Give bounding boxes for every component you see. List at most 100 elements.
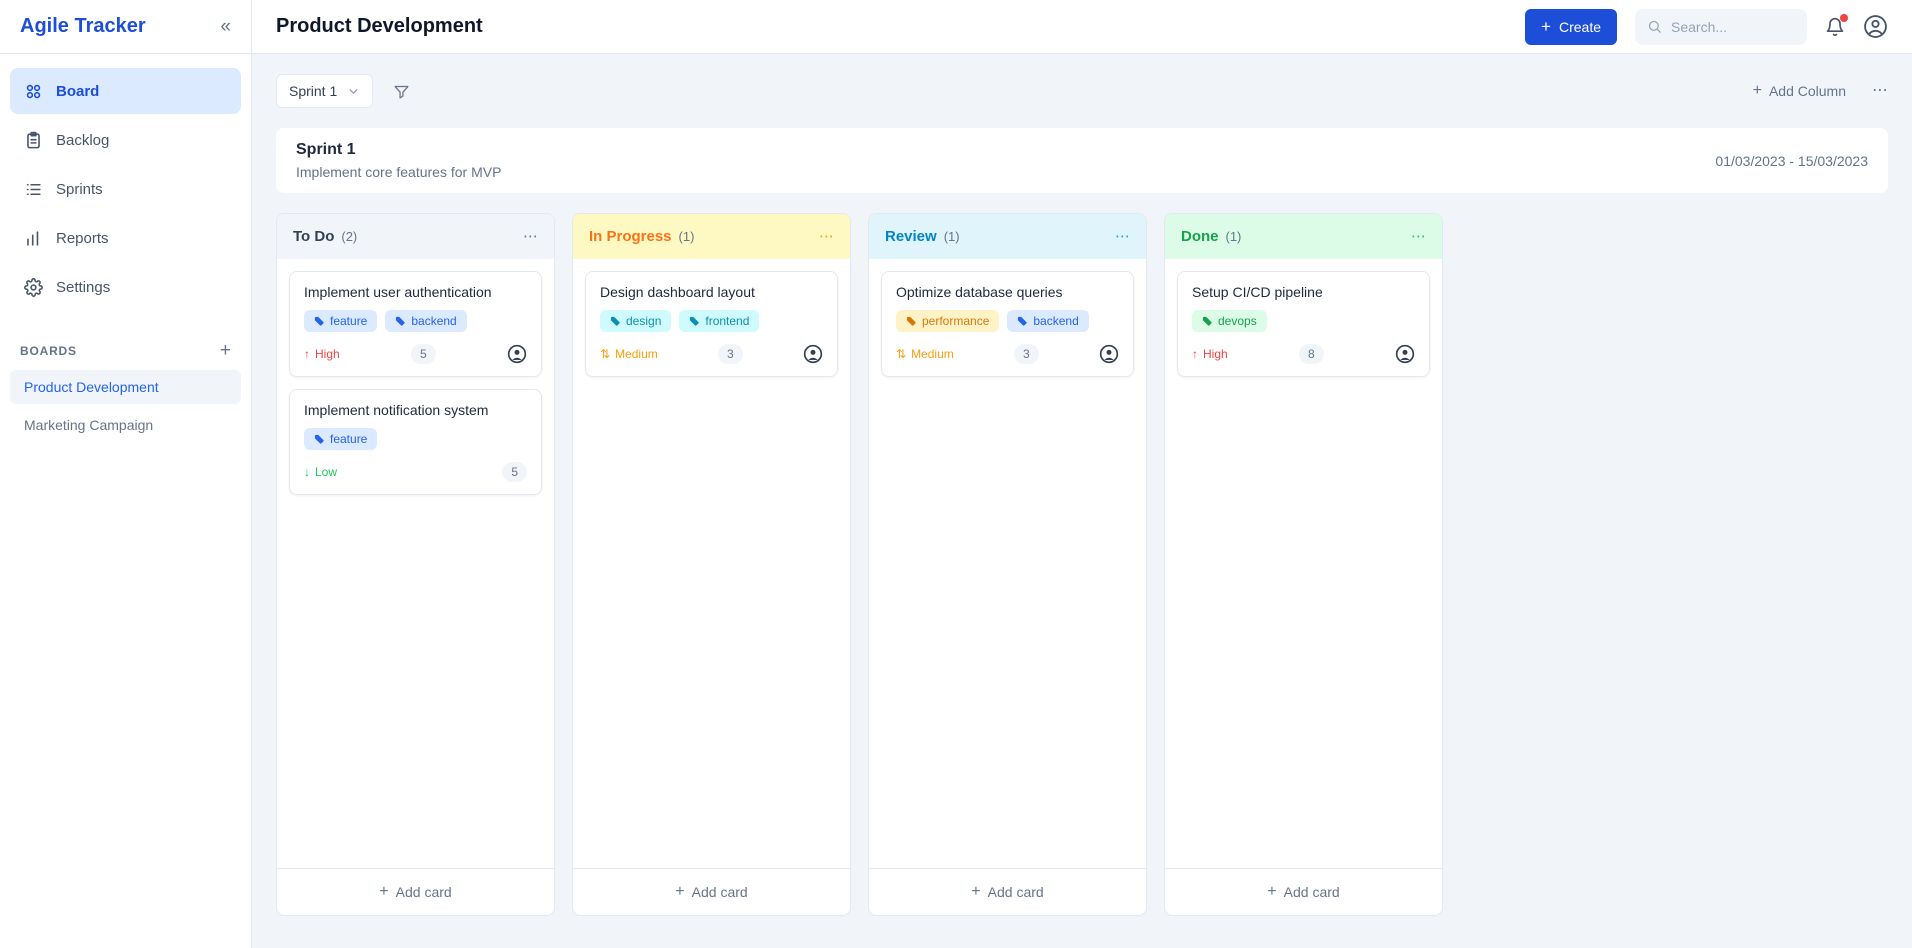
card-setup-cicd-pipeline[interactable]: Setup CI/CD pipeline devops ↑ High	[1177, 271, 1430, 377]
column-menu-icon[interactable]: ⋯	[1411, 228, 1426, 245]
sidebar-item-settings[interactable]: Settings	[10, 264, 241, 310]
sprint-banner: Sprint 1 Implement core features for MVP…	[276, 128, 1888, 193]
column-review: Review (1) ⋯ Optimize database queries p…	[868, 213, 1147, 916]
board-list-item-marketing-campaign[interactable]: Marketing Campaign	[24, 417, 154, 433]
assignee-avatar	[507, 344, 527, 364]
sidebar-item-label: Sprints	[56, 180, 103, 198]
board-grid-icon	[26, 84, 41, 98]
add-card-label: Add card	[1283, 884, 1340, 900]
search-input[interactable]	[1671, 18, 1795, 35]
card-implement-user-authentication[interactable]: Implement user authentication feature ba…	[289, 271, 542, 377]
add-card-button[interactable]: + Add card	[1165, 868, 1442, 915]
sprint-banner-info: Sprint 1 Implement core features for MVP	[296, 141, 501, 180]
tag-devops: devops	[1192, 310, 1267, 332]
tag-label: feature	[330, 314, 368, 328]
board-more-icon[interactable]: ⋯	[1872, 82, 1888, 99]
sidebar-item-backlog[interactable]: Backlog	[10, 117, 241, 163]
priority-label: High	[1203, 347, 1228, 361]
tag-backend: backend	[1007, 310, 1089, 332]
tag-label: devops	[1218, 314, 1257, 328]
column-done: Done (1) ⋯ Setup CI/CD pipeline devops	[1164, 213, 1443, 916]
tag-performance: performance	[896, 310, 1000, 332]
notifications-button[interactable]	[1825, 13, 1848, 37]
tag-icon	[1018, 316, 1028, 326]
bell-icon	[1826, 17, 1844, 36]
sprint-banner-title: Sprint 1	[296, 141, 356, 158]
card-implement-notification-system[interactable]: Implement notification system feature ↓ …	[289, 389, 542, 495]
card-design-dashboard-layout[interactable]: Design dashboard layout design frontend	[585, 271, 838, 377]
plus-icon: +	[1752, 82, 1762, 99]
tag-icon	[314, 434, 324, 444]
sidebar-item-reports[interactable]: Reports	[10, 215, 241, 261]
plus-icon: +	[1267, 883, 1277, 900]
board-toolbar-left: Sprint 1	[276, 74, 410, 108]
tag-icon	[1202, 316, 1212, 326]
board-toolbar-right: + Add Column ⋯	[1752, 82, 1888, 100]
card-meta: ↑ High 5	[304, 344, 527, 364]
priority-updown-icon: ⇅	[600, 347, 611, 361]
sprint-selector-label: Sprint 1	[289, 83, 338, 99]
story-points-badge: 8	[1299, 344, 1324, 364]
tag-icon	[396, 316, 406, 326]
priority-high: ↑ High	[304, 347, 340, 361]
add-card-label: Add card	[691, 884, 748, 900]
tag-feature: feature	[304, 310, 378, 332]
clipboard-icon	[27, 131, 40, 148]
tag-design: design	[600, 310, 672, 332]
column-todo: To Do (2) ⋯ Implement user authenticatio…	[276, 213, 555, 916]
gear-icon	[24, 277, 43, 297]
assignee-avatar	[803, 344, 823, 364]
person-circle-icon	[803, 344, 823, 364]
tag-backend: backend	[385, 310, 467, 332]
priority-low: ↓ Low	[304, 465, 337, 479]
bar-chart-icon	[27, 230, 39, 246]
plus-icon: +	[675, 883, 685, 900]
sidebar-collapse-icon[interactable]: «	[220, 16, 231, 37]
add-card-label: Add card	[395, 884, 452, 900]
create-button[interactable]: + Create	[1525, 8, 1617, 45]
column-title: To Do	[293, 228, 335, 245]
sprint-selector[interactable]: Sprint 1	[276, 74, 374, 108]
card-tags: devops	[1192, 310, 1415, 332]
add-card-button[interactable]: + Add card	[277, 868, 554, 915]
card-tags: performance backend	[896, 310, 1119, 332]
board-list-item-product-development[interactable]: Product Development	[10, 370, 241, 404]
kanban-columns: To Do (2) ⋯ Implement user authenticatio…	[276, 213, 1888, 916]
page-title: Product Development	[276, 15, 483, 37]
column-count: (1)	[943, 229, 960, 244]
add-column-button[interactable]: + Add Column	[1752, 82, 1846, 100]
tag-icon	[610, 316, 620, 326]
column-menu-icon[interactable]: ⋯	[819, 228, 834, 245]
priority-label: Medium	[615, 347, 658, 361]
column-title: Done	[1181, 228, 1219, 245]
column-header: To Do (2) ⋯	[277, 214, 554, 259]
card-title: Implement notification system	[304, 402, 489, 418]
column-menu-icon[interactable]: ⋯	[523, 228, 538, 245]
top-bar-actions: + Create	[1525, 8, 1888, 45]
card-optimize-database-queries[interactable]: Optimize database queries performance ba…	[881, 271, 1134, 377]
sprint-date-range: 01/03/2023 - 15/03/2023	[1715, 152, 1868, 169]
add-board-icon[interactable]: +	[219, 340, 231, 361]
priority-high: ↑ High	[1192, 347, 1228, 361]
sidebar-item-board[interactable]: Board	[10, 68, 241, 114]
column-menu-icon[interactable]: ⋯	[1115, 228, 1130, 245]
notification-dot	[1840, 13, 1848, 22]
assignee-avatar	[1395, 344, 1415, 364]
column-in-progress: In Progress (1) ⋯ Design dashboard layou…	[572, 213, 851, 916]
user-menu-button[interactable]	[1863, 14, 1888, 39]
add-card-label: Add card	[987, 884, 1044, 900]
add-card-button[interactable]: + Add card	[869, 868, 1146, 915]
filter-button[interactable]	[393, 83, 410, 100]
priority-label: High	[315, 347, 340, 361]
card-title: Implement user authentication	[304, 284, 492, 300]
column-title: Review	[885, 228, 937, 245]
card-title: Optimize database queries	[896, 284, 1063, 300]
story-points-badge: 5	[411, 344, 436, 364]
card-title: Design dashboard layout	[600, 284, 755, 300]
sidebar-logo-row: Agile Tracker «	[0, 0, 251, 54]
add-card-button[interactable]: + Add card	[573, 868, 850, 915]
sidebar-item-label: Backlog	[56, 131, 110, 149]
priority-medium: ⇅ Medium	[600, 347, 658, 361]
card-tags: design frontend	[600, 310, 823, 332]
sidebar-item-sprints[interactable]: Sprints	[10, 166, 241, 212]
